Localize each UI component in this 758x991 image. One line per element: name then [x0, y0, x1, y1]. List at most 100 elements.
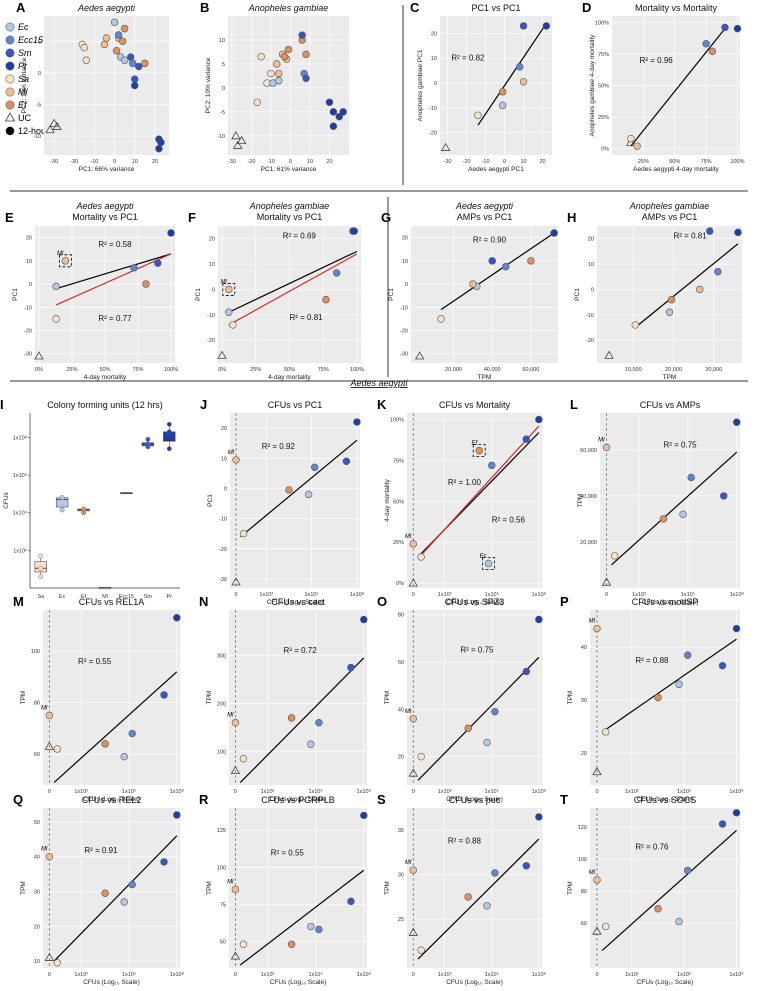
y-tick-label: -30	[400, 352, 408, 358]
y-tick-label: 25%	[393, 540, 404, 546]
point-sm	[126, 53, 135, 61]
x-tick-label: -20	[70, 159, 78, 165]
x-tick-label: -30	[228, 159, 236, 165]
point-sm	[298, 31, 306, 39]
x-axis-label: TPM	[478, 374, 492, 381]
panel-letter: J	[200, 397, 207, 412]
x-tick-label: 100%	[730, 159, 744, 165]
x-tick-label: 50%	[99, 367, 110, 373]
x-tick-label: 25%	[66, 367, 77, 373]
point-sa	[601, 922, 610, 931]
fit-line-black	[417, 656, 540, 781]
point-sa	[417, 553, 425, 561]
point-sm	[522, 435, 531, 443]
y-axis-label: TPM	[206, 691, 213, 705]
point-sa	[610, 552, 619, 560]
chart-title: Aedes aegypti	[77, 3, 136, 13]
point-ml	[102, 34, 111, 42]
y-axis-label: TPM	[567, 881, 574, 895]
panel-k: K CFUs vs Mortality 0 1x10² 1x10⁵ 1x10⁸ 100% 75…	[377, 397, 546, 606]
point-ef	[112, 47, 121, 55]
x-axis-label: Aedes aegypti PC1	[468, 166, 524, 173]
y-tick-label: 50%	[598, 84, 609, 90]
chart-title: Anopheles gambiae	[248, 3, 329, 13]
point-pr	[732, 809, 741, 817]
y-tick-label: 0	[591, 287, 594, 293]
y-tick-label: -20	[24, 328, 32, 334]
x-tick-label: 1x10²	[438, 592, 452, 598]
x-tick-label: Ecc15	[119, 594, 134, 600]
panel-letter: D	[582, 0, 591, 15]
x-tick-label: -20	[247, 159, 255, 165]
point-pr	[155, 144, 163, 153]
point-sa	[52, 315, 60, 323]
point-uc	[230, 765, 241, 775]
point-pr	[733, 418, 741, 426]
y-tick-label: 75%	[598, 52, 609, 58]
y-tick-label: -5	[36, 102, 41, 108]
point-sa	[80, 43, 89, 52]
y-axis-label: CFUs	[3, 491, 10, 508]
chart-title: CFUs vs cact	[271, 597, 325, 607]
panel-t: T CFUs vs SOCS 0 1x10² 1x10⁵ 1x10⁸ 120 100 80 60 C…	[560, 792, 744, 986]
y-axis-label: PC1	[12, 288, 19, 301]
highlight-box-ef	[472, 444, 486, 458]
x-tick-label: 1x10⁸	[729, 971, 743, 978]
y-axis-label: Anopheles gambiae 4-day mortality	[589, 34, 596, 137]
y-axis-label: PC1	[574, 288, 581, 301]
x-tick-label: 1x10²	[74, 789, 88, 795]
x-tick-label: 1x10⁸	[730, 591, 744, 598]
point-pr	[329, 122, 338, 130]
x-tick-label: Ec	[59, 594, 66, 600]
y-tick-label: 25	[398, 917, 404, 923]
x-tick-label: 10	[132, 159, 138, 165]
point-sa	[239, 754, 248, 763]
chart-title: CFUs vs SOCS	[634, 795, 697, 805]
x-tick-label: Sm	[144, 594, 153, 600]
point-pr	[535, 813, 543, 821]
y-tick-label: 20	[402, 236, 408, 242]
chart-title: CFUs vs Mortality	[439, 400, 511, 410]
x-tick-label: 0	[605, 592, 608, 598]
point-ml	[231, 885, 240, 894]
point-ef	[120, 24, 129, 33]
x-tick-label: 1x10⁵	[485, 591, 499, 598]
point-uc	[34, 351, 44, 360]
x-tick-label: -30	[444, 159, 452, 165]
y-axis-label: TPM	[567, 691, 574, 705]
panel-letter: P	[560, 594, 569, 609]
x-tick-label: 10,000	[625, 367, 642, 373]
panel-letter: L	[570, 397, 578, 412]
point-ml	[602, 443, 611, 452]
fit-line-red	[417, 425, 540, 559]
y-axis-label: PC1	[195, 288, 202, 301]
x-tick-label: 0	[412, 789, 415, 795]
point-ec	[307, 740, 315, 748]
y-tick-label: 25%	[598, 115, 609, 121]
x-tick-label: Ml	[102, 594, 108, 600]
y-tick-label: -20	[219, 547, 227, 553]
point-pr	[329, 108, 338, 116]
point-uc	[408, 768, 418, 777]
y-tick-label: 10	[221, 456, 227, 462]
x-tick-label: 0	[113, 159, 116, 165]
panel-m: M CFUs vs REL1A 0 1x10² 1x10⁵ 1x10⁸ 100 80 60 CFU…	[13, 594, 184, 803]
r2-label-red: R² = 0.81	[290, 313, 324, 322]
plot-background	[590, 808, 740, 968]
y-tick-label: -10	[219, 517, 227, 523]
y-tick-label: 100	[578, 857, 587, 863]
x-tick-label: 1x10⁸	[350, 591, 364, 598]
point-ml	[409, 540, 417, 548]
y-tick-label: -10	[400, 305, 408, 311]
x-tick-label: 1x10²	[632, 592, 646, 598]
point-sa	[417, 946, 425, 954]
legend-label-ecc15: Ecc15	[18, 35, 44, 45]
panel-letter: Q	[13, 792, 23, 807]
x-tick-label: 0	[503, 159, 506, 165]
point-ecc15	[114, 31, 123, 39]
point-pr	[339, 108, 347, 116]
panel-letter: S	[377, 792, 386, 807]
point-ml	[409, 866, 417, 874]
y-tick-label: 300	[217, 654, 226, 660]
legend-label-pr: Pr	[18, 61, 28, 71]
